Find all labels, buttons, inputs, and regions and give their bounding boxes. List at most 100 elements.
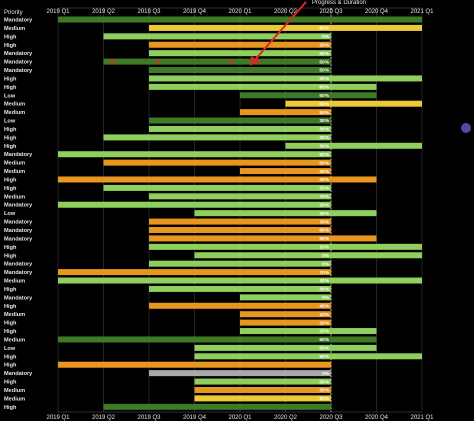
priority-label: High	[4, 85, 17, 91]
progress-label: 60%	[319, 228, 329, 234]
gantt-bar[interactable]	[149, 193, 331, 200]
gantt-bar[interactable]	[240, 294, 331, 301]
top-axis: 2019 Q1 2019 Q2 2019 Q3 2019 Q4 2020 Q1 2020 …	[46, 9, 434, 15]
gantt-bar[interactable]	[103, 134, 332, 141]
red-x-marker	[110, 59, 115, 64]
gantt-bar[interactable]	[194, 210, 377, 217]
gantt-bar[interactable]	[149, 260, 331, 267]
x-tick-top: 2019 Q2	[92, 9, 116, 15]
gantt-bar[interactable]	[194, 395, 332, 402]
priority-label: Mandatory	[4, 203, 33, 209]
gantt-bar[interactable]	[103, 184, 332, 191]
progress-label: 30%	[319, 169, 329, 175]
annotation-arrow	[250, 1, 307, 66]
x-tick-bottom: 2020 Q3	[319, 415, 343, 421]
gantt-bar[interactable]	[149, 83, 377, 90]
gantt-bar[interactable]	[149, 235, 377, 242]
gantt-bar[interactable]	[149, 370, 331, 377]
priority-label: High	[4, 144, 17, 150]
gantt-bar[interactable]	[149, 125, 331, 132]
gantt-bar[interactable]	[240, 92, 377, 99]
gantt-bar[interactable]	[58, 201, 331, 208]
gantt-bar[interactable]	[103, 159, 332, 166]
arrow-head	[250, 56, 259, 66]
gantt-bar[interactable]	[149, 50, 331, 57]
priority-label: Medium	[4, 194, 25, 200]
priority-label: Medium	[4, 26, 25, 32]
gantt-bar[interactable]	[240, 319, 331, 326]
gantt-bar[interactable]	[285, 142, 423, 149]
gantt-bar[interactable]	[58, 151, 331, 158]
progress-label: 30%	[319, 287, 329, 293]
priority-label: High	[4, 304, 17, 310]
gantt-bar[interactable]	[58, 361, 331, 368]
priority-label: Mandatory	[4, 68, 33, 74]
priority-label: Mandatory	[4, 295, 33, 301]
priority-label: Medium	[4, 337, 25, 343]
annotation-label: Progress & Duration	[312, 0, 366, 6]
gantt-bar[interactable]	[103, 58, 332, 65]
red-x-marker	[255, 59, 261, 64]
progress-label: 50%	[319, 152, 329, 158]
gantt-bar[interactable]	[194, 252, 423, 259]
gantt-bar[interactable]	[149, 218, 331, 225]
gantt-bar[interactable]	[240, 168, 331, 175]
priority-label: Low	[4, 93, 16, 99]
priority-label: Mandatory	[4, 228, 33, 234]
priority-label: Medium	[4, 102, 25, 108]
x-tick-bottom: 2019 Q2	[92, 415, 116, 421]
priority-label: High	[4, 135, 17, 141]
priority-label: Low	[4, 119, 16, 125]
progress-label: 50%	[319, 110, 329, 116]
progress-label: 40%	[319, 177, 329, 183]
priority-label: Mandatory	[4, 270, 33, 276]
progress-label: 60%	[319, 93, 329, 99]
gantt-bar[interactable]	[240, 311, 331, 318]
gantt-bar[interactable]	[149, 227, 331, 233]
gantt-bar[interactable]	[194, 344, 377, 351]
gantt-bar[interactable]	[194, 378, 332, 385]
gantt-bar[interactable]	[103, 403, 332, 410]
gantt-bar[interactable]	[58, 176, 377, 183]
gantt-bar[interactable]	[149, 302, 331, 309]
priority-label: Medium	[4, 388, 25, 394]
x-tick-top: 2020 Q2	[274, 9, 298, 15]
gantt-bar[interactable]	[149, 41, 331, 48]
arrow-shaft	[252, 1, 307, 63]
x-tick-bottom: 2019 Q3	[137, 415, 161, 421]
progress-label: 20%	[319, 76, 329, 82]
progress-label: 0%	[322, 295, 330, 301]
gantt-bar[interactable]	[240, 328, 377, 335]
gantt-bar[interactable]	[149, 117, 331, 124]
priority-label: Medium	[4, 169, 25, 175]
progress-label: 70%	[319, 219, 329, 225]
gantt-bar[interactable]	[194, 353, 423, 360]
priority-label: Mandatory	[4, 51, 33, 57]
gantt-bar[interactable]	[149, 285, 331, 292]
progress-label: 40%	[319, 303, 329, 309]
priority-label: High	[4, 186, 17, 192]
gantt-bar[interactable]	[58, 269, 331, 276]
priority-label: High	[4, 253, 17, 259]
gantt-bar[interactable]	[149, 67, 331, 74]
x-tick-top: 2019 Q4	[183, 9, 207, 15]
sparkle-icon[interactable]	[461, 123, 471, 133]
priority-label: Mandatory	[4, 236, 33, 242]
gantt-bar[interactable]	[285, 100, 423, 107]
gantt-bar[interactable]	[240, 109, 331, 116]
gantt-bar[interactable]	[194, 386, 332, 393]
progress-label: 30%	[319, 127, 329, 133]
gantt-bar[interactable]	[149, 243, 422, 250]
progress-label: 20%	[319, 396, 329, 402]
progress-label: 20%	[319, 320, 329, 326]
gantt-bar[interactable]	[103, 33, 332, 40]
priority-label: High	[4, 321, 17, 327]
gantt-bar[interactable]	[58, 277, 422, 284]
progress-label: 10%	[319, 312, 329, 318]
gantt-bar[interactable]	[149, 24, 422, 31]
gantt-bar[interactable]	[58, 16, 422, 23]
gantt-bar[interactable]	[58, 336, 377, 343]
gantt-bar[interactable]	[149, 75, 422, 82]
progress-label: 0%	[322, 261, 330, 267]
